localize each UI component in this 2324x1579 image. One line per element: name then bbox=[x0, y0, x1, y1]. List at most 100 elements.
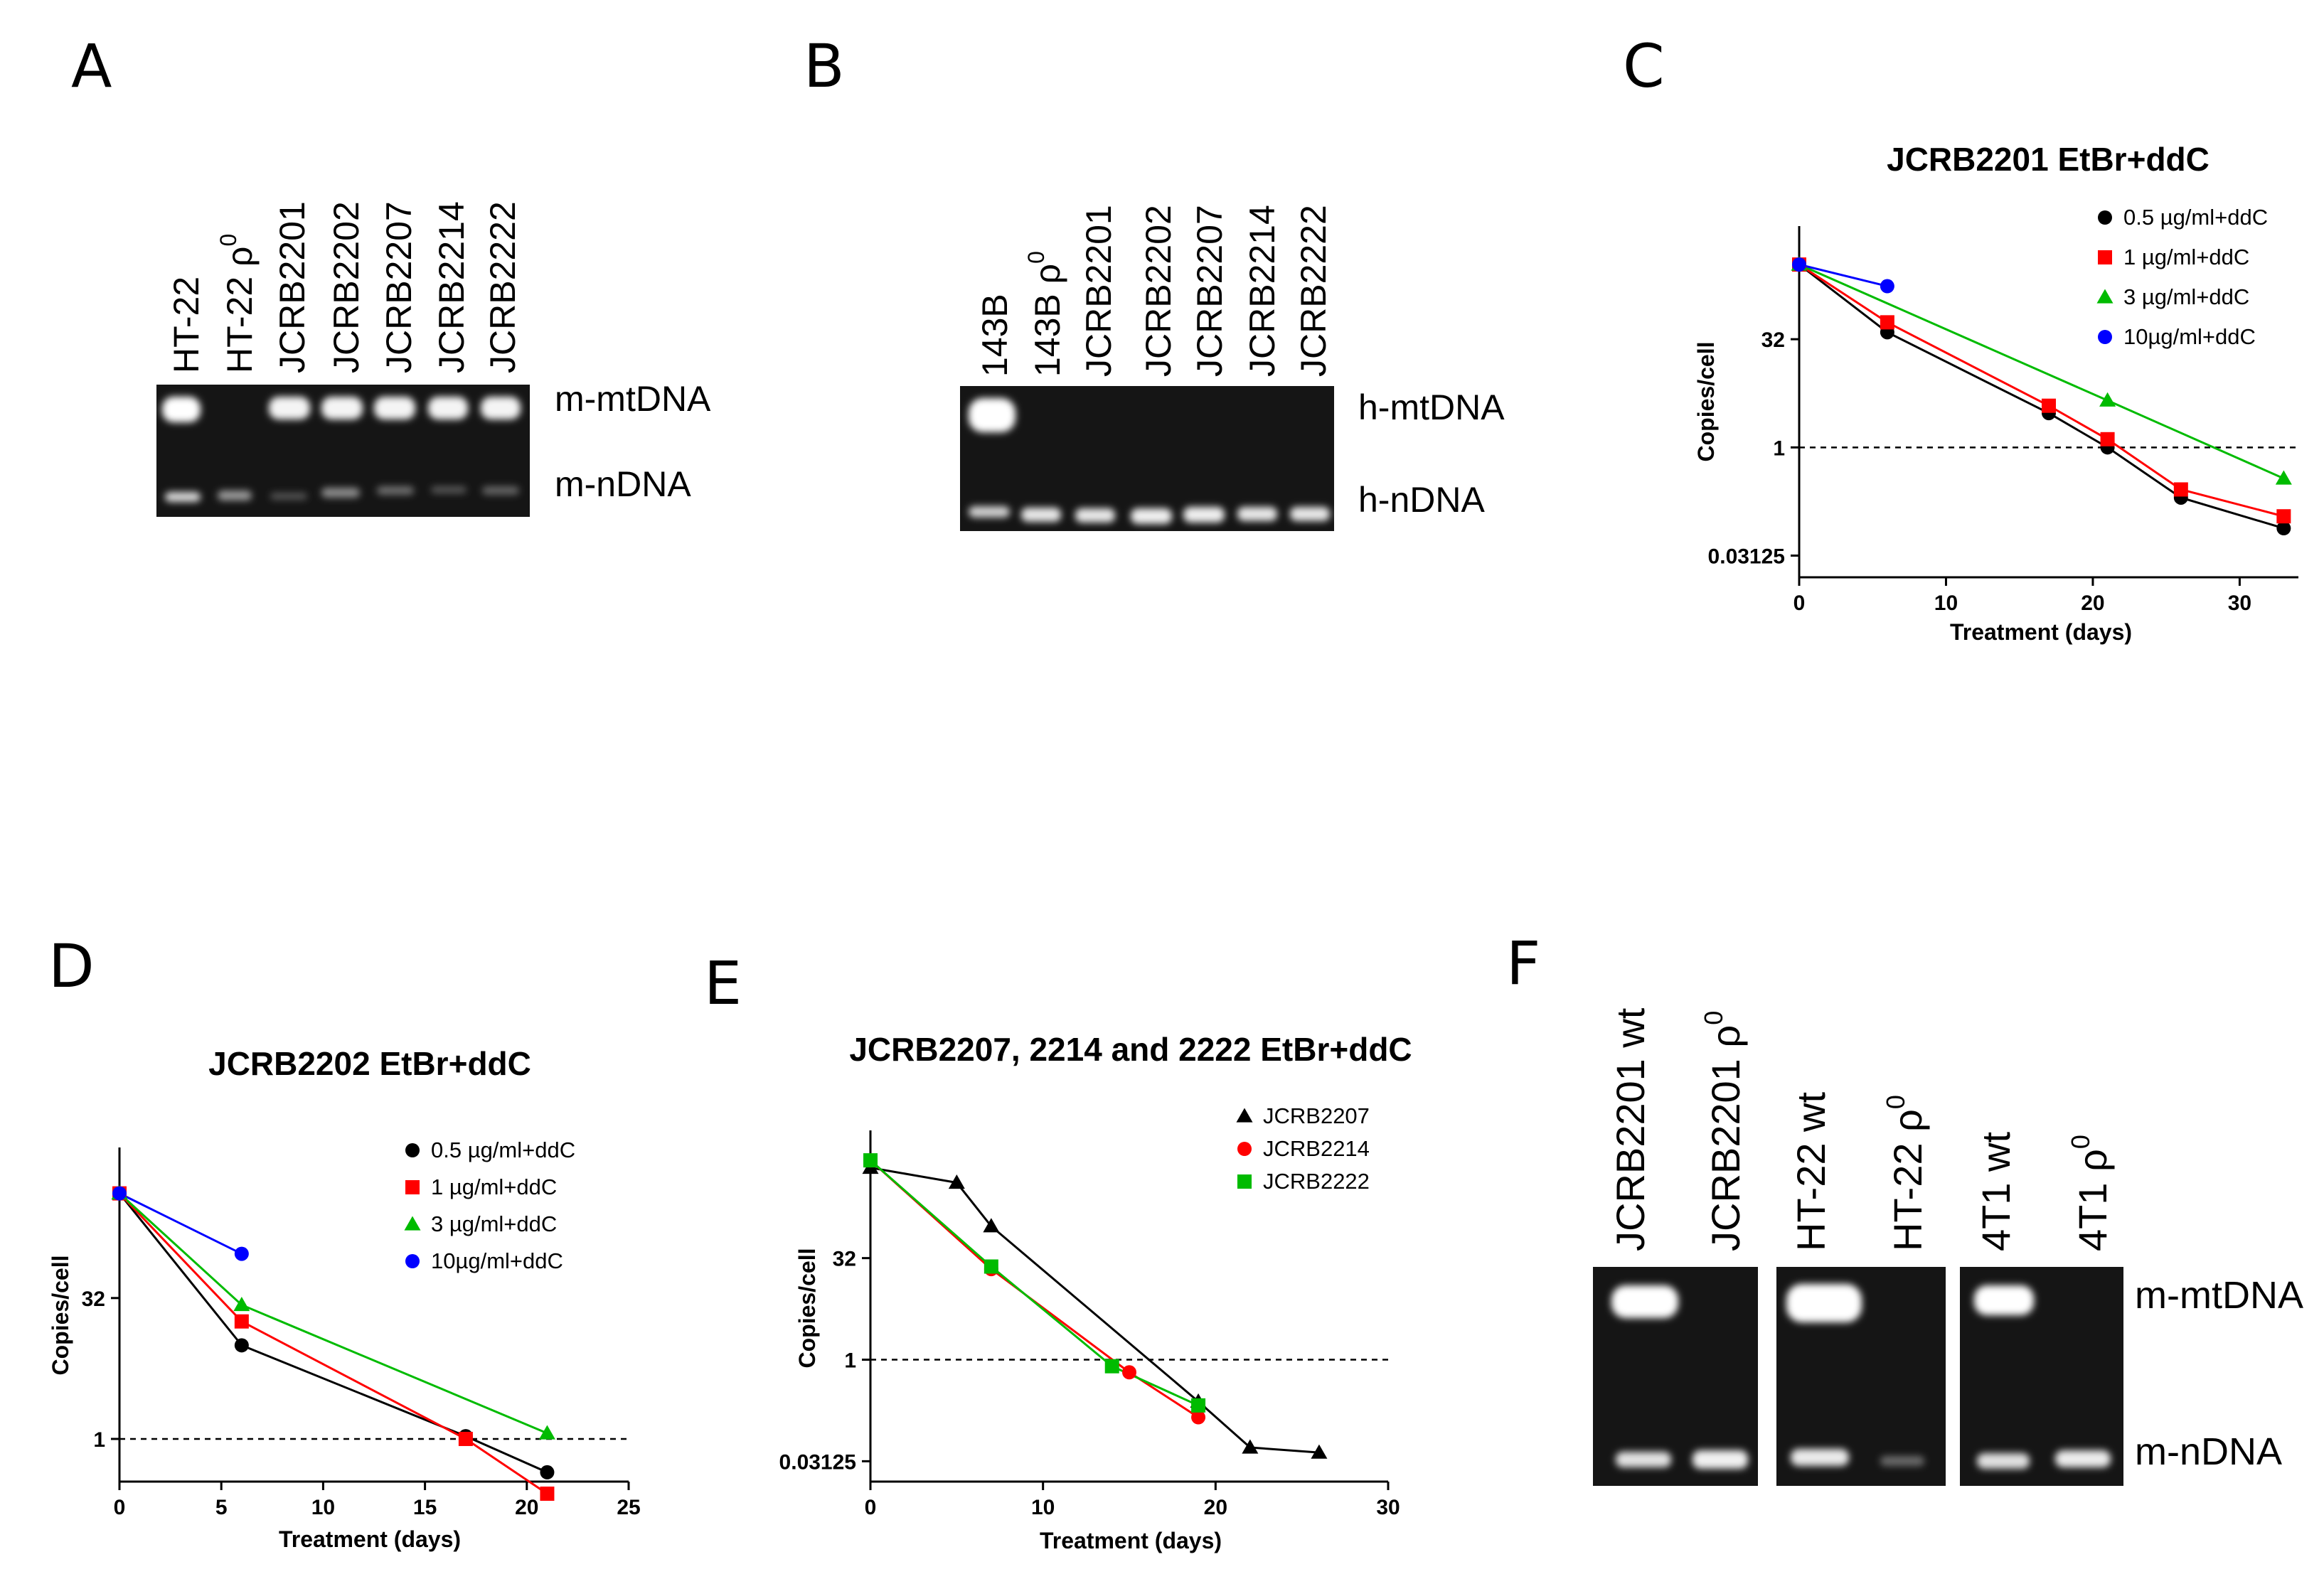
panel-label-a: A bbox=[71, 31, 112, 101]
data-point bbox=[1242, 1439, 1259, 1454]
data-point bbox=[233, 1297, 250, 1312]
x-tick-label: 0 bbox=[114, 1496, 126, 1519]
data-point bbox=[1236, 1108, 1253, 1123]
x-tick-label: 0 bbox=[865, 1496, 877, 1519]
band bbox=[270, 493, 307, 500]
band bbox=[482, 486, 519, 495]
x-tick-label: 20 bbox=[2081, 592, 2104, 615]
panel-c: C JCRB2201 EtBr+ddC 0 10 20 30 0.03125 1 32 Trea… bbox=[1623, 31, 2298, 645]
lane-label-text: 143B ρ bbox=[1028, 264, 1067, 377]
legend-label: 0.5 µg/ml+ddC bbox=[2123, 205, 2268, 230]
chart-title: JCRB2202 EtBr+ddC bbox=[208, 1045, 531, 1082]
band bbox=[165, 492, 201, 502]
lane-labels-f: JCRB2201 wt JCRB2201 ρ0 HT-22 wt HT-22 ρ… bbox=[1608, 1007, 2115, 1251]
band bbox=[1616, 1452, 1671, 1467]
data-point bbox=[1237, 1142, 1252, 1156]
data-point bbox=[1880, 315, 1894, 330]
chart-title: JCRB2201 EtBr+ddC bbox=[1887, 141, 2210, 178]
superscript: 0 bbox=[1023, 251, 1049, 264]
data-point bbox=[234, 1246, 249, 1261]
series-line bbox=[869, 1159, 1199, 1418]
x-tick-label: 10 bbox=[1031, 1496, 1055, 1519]
superscript: 0 bbox=[1881, 1095, 1910, 1109]
y-tick-label: 32 bbox=[1761, 328, 1785, 352]
legend-label: JCRB2207 bbox=[1263, 1103, 1370, 1128]
data-point bbox=[404, 1216, 421, 1231]
data-point bbox=[1792, 257, 1806, 272]
band bbox=[1791, 1449, 1849, 1466]
data-point bbox=[1191, 1410, 1206, 1425]
data-point bbox=[405, 1143, 420, 1157]
gel-f bbox=[1593, 1267, 2123, 1486]
band bbox=[374, 397, 415, 419]
lane-label: JCRB2201 ρ0 bbox=[1699, 1011, 1748, 1251]
y-axis-label: Copies/cell bbox=[1693, 342, 1719, 462]
lane-label: HT-22 wt bbox=[1789, 1092, 1833, 1251]
lane-label: JCRB2222 bbox=[483, 201, 523, 373]
legend-label: JCRB2222 bbox=[1263, 1169, 1370, 1194]
panel-label-f: F bbox=[1506, 928, 1540, 998]
band bbox=[321, 397, 363, 419]
data-point bbox=[458, 1431, 473, 1446]
gel-b bbox=[960, 386, 1334, 531]
band bbox=[1786, 1284, 1862, 1322]
lane-label: HT-22 bbox=[166, 277, 206, 373]
data-point bbox=[405, 1180, 420, 1194]
series-line bbox=[1798, 263, 1888, 287]
band bbox=[2055, 1450, 2111, 1467]
y-tick-label: 32 bbox=[833, 1248, 856, 1271]
data-point bbox=[234, 1338, 249, 1353]
data-point bbox=[540, 1465, 555, 1479]
data-point bbox=[234, 1314, 249, 1329]
data-point bbox=[2098, 250, 2112, 264]
band bbox=[969, 506, 1010, 518]
y-tick-label: 1 bbox=[93, 1428, 105, 1452]
chart-c: JCRB2201 EtBr+ddC 0 10 20 30 0.03125 1 32 Treatm… bbox=[1693, 141, 2298, 645]
legend-label: 1 µg/ml+ddC bbox=[2123, 245, 2249, 269]
data-point bbox=[1122, 1365, 1136, 1380]
gel-a bbox=[156, 385, 530, 517]
data-point bbox=[2042, 398, 2056, 413]
panel-label-e: E bbox=[704, 948, 742, 1018]
data-point bbox=[1191, 1398, 1206, 1413]
superscript: 0 bbox=[1699, 1011, 1728, 1025]
band-label: h-nDNA bbox=[1358, 480, 1485, 520]
data-point bbox=[1104, 1359, 1119, 1374]
panel-label-c: C bbox=[1623, 31, 1665, 101]
chart-e: JCRB2207, 2214 and 2222 EtBr+ddC 0 10 20 30 0… bbox=[779, 1031, 1412, 1553]
panel-label-d: D bbox=[48, 931, 95, 1001]
band bbox=[269, 397, 310, 419]
legend-label: 10µg/ml+ddC bbox=[2123, 324, 2256, 349]
panel-b: B 143B 143B ρ0 JCRB2201 JCRB2202 JCRB220… bbox=[804, 31, 1505, 531]
lane-labels-a: HT-22 HT-22 ρ0 JCRB2201 JCRB2202 JCRB220… bbox=[166, 201, 523, 373]
data-point bbox=[2275, 470, 2292, 485]
data-point bbox=[405, 1254, 420, 1268]
x-tick-label: 25 bbox=[617, 1496, 640, 1519]
data-point bbox=[863, 1153, 878, 1168]
y-tick-label: 1 bbox=[1773, 437, 1785, 460]
chart-title: JCRB2207, 2214 and 2222 EtBr+ddC bbox=[849, 1031, 1412, 1068]
band bbox=[1183, 507, 1225, 523]
legend-label: 10µg/ml+ddC bbox=[431, 1248, 563, 1273]
legend-label: 0.5 µg/ml+ddC bbox=[431, 1138, 575, 1162]
band bbox=[377, 486, 414, 495]
panel-label-b: B bbox=[804, 31, 845, 101]
lane-label: JCRB2222 bbox=[1294, 205, 1333, 377]
lane-label: JCRB2202 bbox=[1139, 205, 1178, 377]
band bbox=[1075, 508, 1115, 523]
x-tick-label: 20 bbox=[1204, 1496, 1227, 1519]
band bbox=[321, 488, 360, 498]
legend-label: 3 µg/ml+ddC bbox=[2123, 284, 2249, 309]
y-tick-label: 1 bbox=[844, 1349, 856, 1373]
x-tick-label: 15 bbox=[413, 1496, 437, 1519]
series-line bbox=[118, 1192, 548, 1495]
band bbox=[1693, 1450, 1748, 1469]
data-point bbox=[2276, 509, 2291, 524]
x-axis-label: Treatment (days) bbox=[279, 1526, 461, 1552]
lane-label: HT-22 ρ0 bbox=[215, 234, 260, 373]
band bbox=[1880, 1456, 1924, 1466]
lane-label-text: HT-22 ρ bbox=[220, 247, 260, 374]
band bbox=[428, 397, 468, 419]
lane-label: 4T1 wt bbox=[1973, 1132, 2018, 1251]
superscript: 0 bbox=[2066, 1135, 2095, 1149]
